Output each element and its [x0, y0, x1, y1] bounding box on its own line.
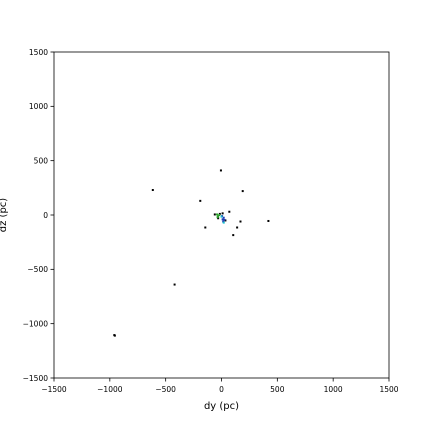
x-tick-label: 1500 [379, 385, 398, 394]
data-point-s0-0 [152, 189, 154, 191]
y-axis-label: dz (pc) [0, 198, 9, 233]
data-point-s3-0 [221, 216, 223, 218]
data-point-s0-3 [114, 335, 116, 337]
x-tick-label: −1000 [97, 385, 123, 394]
data-point-s0-9 [228, 211, 230, 213]
data-point-s0-10 [232, 234, 234, 236]
plot-frame [54, 52, 389, 378]
data-point-s2-2 [218, 214, 220, 216]
data-point-s0-12 [239, 221, 241, 223]
x-axis-label: dy (pc) [204, 401, 239, 412]
y-tick-label: −500 [27, 265, 48, 274]
data-point-s0-1 [174, 284, 176, 286]
y-tick-label: 0 [43, 211, 48, 220]
x-tick-label: −500 [155, 385, 176, 394]
data-point-s0-16 [222, 212, 224, 214]
data-point-s0-4 [220, 169, 222, 171]
data-point-s2-3 [217, 216, 219, 218]
x-tick-label: 1000 [324, 385, 343, 394]
data-point-s0-6 [199, 200, 201, 202]
data-point-s0-7 [204, 227, 206, 229]
y-ticks: −1500 −1000 −500 0 500 1000 1500 [23, 48, 54, 383]
data-point-s0-8 [267, 220, 269, 222]
y-tick-label: −1500 [23, 374, 49, 383]
points-layer [113, 169, 269, 336]
x-tick-label: 0 [219, 385, 224, 394]
y-tick-label: 1500 [29, 48, 48, 57]
x-tick-label: −1500 [41, 385, 67, 394]
data-point-s3-1 [223, 222, 225, 224]
x-ticks: −1500 −1000 −500 0 500 1000 1500 [41, 378, 398, 394]
data-point-s0-11 [236, 227, 238, 229]
data-point-s0-5 [242, 190, 244, 192]
data-point-s0-13 [214, 213, 216, 215]
data-point-s1-4 [223, 219, 225, 221]
y-tick-label: 1000 [29, 102, 48, 111]
y-tick-label: −1000 [23, 319, 49, 328]
x-tick-label: 500 [270, 385, 285, 394]
y-tick-label: 500 [34, 156, 49, 165]
